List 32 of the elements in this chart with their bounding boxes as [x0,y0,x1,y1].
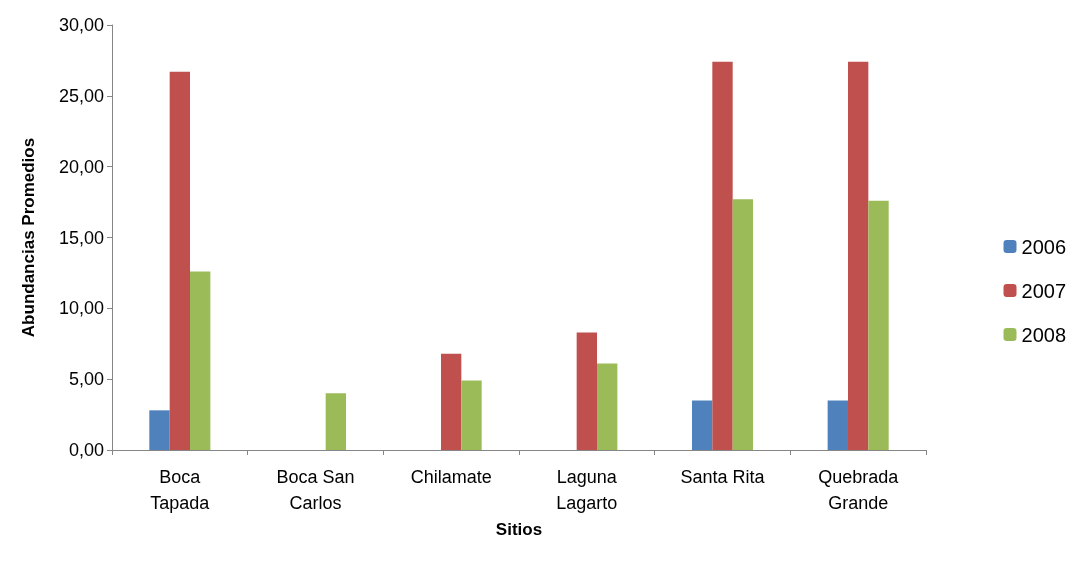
y-tick-label: 25,00 [58,85,104,106]
legend-label: 2008 [1021,323,1067,346]
x-tick-label: Chilamate [410,467,492,487]
x-tick-label: Quebrada Grande [818,467,900,513]
y-tick-label: 30,00 [58,15,104,35]
x-tick-label: Santa Rita [680,467,766,487]
bar [827,400,848,450]
y-tick-label: 15,00 [58,227,104,248]
bar [149,410,170,450]
x-tick-label: Laguna Lagarto [556,467,618,513]
y-tick-label: 0,00 [68,440,104,460]
y-axis-title: Abundancias Promedios [19,137,38,338]
x-tick-label: Boca Tapada [150,467,211,513]
bar [712,61,733,450]
x-axis-title: Sitios [495,519,543,539]
bar [325,393,347,450]
y-tick-label: 5,00 [68,369,104,390]
legend-label: 2006 [1021,235,1067,258]
bar [847,61,869,450]
bar [169,71,191,450]
legend-label: 2007 [1021,279,1067,302]
bar [190,271,211,450]
x-tick-label: Boca San Carlos [276,467,355,513]
bar [732,199,754,450]
bar [576,332,598,450]
bar [597,363,618,450]
y-tick-label: 10,00 [58,298,104,319]
bar [868,200,889,450]
bar [691,400,713,450]
bar [461,380,482,450]
y-tick-label: 20,00 [58,156,104,177]
bar [440,353,462,450]
